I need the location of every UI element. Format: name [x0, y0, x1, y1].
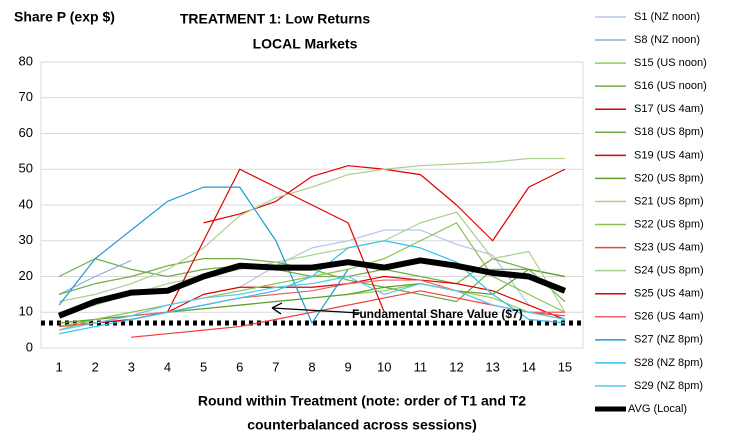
legend-label: S25 (US 4am) — [634, 288, 704, 300]
annotation: Fundamental Share Value ($7) — [352, 307, 523, 321]
y-tick-label: 50 — [19, 161, 33, 176]
legend-label: S19 (US 4am) — [634, 149, 704, 161]
x-tick-label: 2 — [92, 359, 99, 374]
x-tick-label: 9 — [345, 359, 352, 374]
x-axis-label: Round within Treatment (note: order of T… — [198, 393, 526, 409]
x-tick-label: 14 — [522, 359, 536, 374]
y-tick-label: 20 — [19, 268, 33, 283]
x-tick-label: 10 — [377, 359, 391, 374]
x-tick-label: 3 — [128, 359, 135, 374]
x-tick-label: 12 — [449, 359, 463, 374]
y-tick-label: 40 — [19, 196, 33, 211]
annotation-arrow — [271, 307, 361, 314]
legend-label: S16 (US noon) — [634, 80, 707, 92]
y-axis-label: Share P (exp $) — [14, 9, 115, 25]
series-line — [58, 240, 565, 335]
series-line — [166, 168, 385, 313]
legend-label: S21 (US 8pm) — [634, 195, 704, 207]
y-tick-label: 0 — [26, 339, 33, 354]
legend-label: S22 (US 8pm) — [634, 218, 704, 230]
legend-label: S24 (US 8pm) — [634, 265, 704, 277]
x-tick-label: 4 — [164, 359, 171, 374]
series-line — [57, 257, 567, 319]
y-tick-label: 60 — [19, 125, 33, 140]
y-tick-label: 10 — [19, 304, 33, 319]
series-line — [58, 275, 566, 331]
chart-title: TREATMENT 1: Low Returns — [180, 11, 371, 27]
chart-subtitle: LOCAL Markets — [253, 36, 358, 52]
legend-label: S15 (US noon) — [634, 57, 707, 69]
x-tick-label: 1 — [55, 359, 62, 374]
legend-label: S23 (US 4am) — [634, 242, 704, 254]
legend-label: S18 (US 8pm) — [634, 126, 704, 138]
series-line — [58, 157, 565, 303]
x-tick-label: 13 — [485, 359, 499, 374]
y-tick-label: 30 — [19, 232, 33, 247]
annotation-arrowhead — [271, 302, 283, 315]
legend-label: S20 (US 8pm) — [634, 172, 704, 184]
y-tick-label: 70 — [19, 89, 33, 104]
x-tick-label: 5 — [200, 359, 207, 374]
legend-label: AVG (Local) — [628, 403, 687, 415]
legend-label: S29 (NZ 8pm) — [634, 380, 703, 392]
legend-label: S1 (NZ noon) — [634, 11, 700, 23]
x-tick-label: 8 — [308, 359, 315, 374]
x-axis-label: counterbalanced across sessions) — [247, 417, 477, 433]
x-tick-label: 7 — [272, 359, 279, 374]
x-tick-label: 6 — [236, 359, 243, 374]
series-line — [58, 186, 349, 324]
legend-label: S17 (US 4am) — [634, 103, 704, 115]
y-tick-label: 80 — [19, 53, 33, 68]
legend-label: S28 (NZ 8pm) — [634, 357, 703, 369]
legend-label: S8 (NZ noon) — [634, 34, 700, 46]
legend-label: S26 (US 4am) — [634, 311, 704, 323]
x-tick-label: 11 — [414, 359, 428, 374]
legend-label: S27 (NZ 8pm) — [634, 334, 703, 346]
x-tick-label: 15 — [558, 359, 572, 374]
